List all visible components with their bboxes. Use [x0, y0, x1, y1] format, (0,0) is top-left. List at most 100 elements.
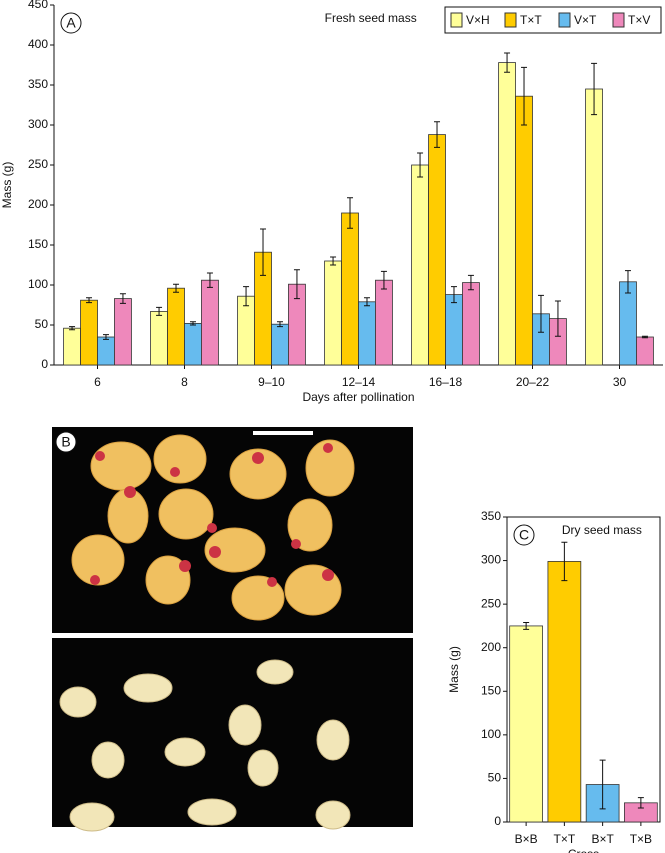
- legend-swatch: [504, 12, 517, 28]
- error-bar: [276, 321, 283, 328]
- y-tick-label: 100: [481, 727, 501, 741]
- error-bar: [434, 121, 441, 148]
- panel-label: C: [519, 527, 529, 543]
- error-bar: [293, 269, 300, 300]
- bar: [462, 282, 480, 366]
- y-tick-label: 0: [494, 814, 501, 828]
- legend-box: [444, 6, 662, 34]
- bar: [167, 287, 185, 366]
- error-bar: [624, 270, 631, 294]
- bar: [80, 299, 98, 366]
- error-bar: [637, 797, 644, 809]
- error-bar: [173, 283, 180, 293]
- y-axis-label: Mass (g): [0, 162, 14, 209]
- error-bar: [189, 321, 196, 326]
- bar: [184, 322, 202, 366]
- y-tick-label: 50: [488, 771, 502, 785]
- y-tick-label: 350: [481, 509, 501, 523]
- chart-title: Fresh seed mass: [325, 11, 417, 25]
- error-bar: [467, 274, 474, 291]
- error-bar: [554, 300, 561, 337]
- bar: [324, 260, 342, 366]
- x-tick-label: 16–18: [429, 375, 463, 389]
- error-bar: [363, 297, 370, 307]
- x-tick-label: T×T: [554, 832, 576, 846]
- y-tick-label: 400: [28, 37, 48, 51]
- panel-label: A: [66, 15, 76, 31]
- x-tick-label: B×T: [591, 832, 614, 846]
- y-tick-label: 200: [481, 640, 501, 654]
- x-axis-label: Cross: [568, 847, 599, 853]
- x-tick-label: 8: [181, 375, 188, 389]
- error-bar: [69, 326, 76, 331]
- y-tick-label: 300: [28, 117, 48, 131]
- error-bar: [591, 62, 598, 116]
- bar: [498, 62, 516, 366]
- legend-swatch: [450, 12, 463, 28]
- legend-label: T×V: [628, 13, 650, 27]
- x-tick-label: 20–22: [516, 375, 550, 389]
- x-axis-label: Days after pollination: [302, 390, 414, 404]
- x-tick-label: 30: [613, 375, 627, 389]
- bar: [150, 310, 168, 366]
- bar: [201, 279, 219, 366]
- y-tick-label: 150: [481, 683, 501, 697]
- y-tick-label: 450: [28, 0, 48, 11]
- error-bar: [561, 541, 568, 582]
- legend-swatch: [612, 12, 625, 28]
- bar: [619, 281, 637, 366]
- x-tick-label: 6: [94, 375, 101, 389]
- bar: [237, 295, 255, 366]
- error-bar: [206, 272, 213, 288]
- y-tick-label: 250: [28, 157, 48, 171]
- bar: [97, 336, 115, 366]
- error-bar: [504, 52, 511, 73]
- bar: [358, 301, 376, 366]
- bar: [636, 336, 654, 366]
- error-bar: [86, 297, 93, 304]
- bar: [271, 323, 289, 366]
- error-bar: [537, 294, 544, 333]
- error-bar: [380, 270, 387, 290]
- y-tick-label: 250: [481, 596, 501, 610]
- legend-label: T×T: [520, 13, 542, 27]
- error-bar: [417, 152, 424, 178]
- seed-tips: [90, 443, 334, 587]
- error-bar: [450, 286, 457, 304]
- y-tick-label: 350: [28, 77, 48, 91]
- y-tick-label: 50: [35, 317, 49, 331]
- bar: [411, 164, 429, 366]
- error-bar: [347, 197, 354, 229]
- x-tick-label: 9–10: [258, 375, 285, 389]
- bar: [341, 212, 359, 366]
- error-bar: [523, 621, 530, 630]
- legend-label: V×H: [466, 13, 490, 27]
- panel-label: B: [61, 434, 70, 450]
- x-tick-label: 12–14: [342, 375, 376, 389]
- error-bar: [156, 306, 163, 316]
- legend-swatch: [558, 12, 571, 28]
- legend-label: V×T: [574, 13, 597, 27]
- scale-bar: [253, 431, 313, 435]
- error-bar: [521, 66, 528, 126]
- bar: [509, 625, 543, 823]
- error-bar: [599, 759, 606, 810]
- dry-seeds: [59, 659, 351, 832]
- bar: [445, 294, 463, 366]
- photo-panel: B: [52, 427, 413, 832]
- error-bar: [102, 334, 109, 340]
- error-bar: [260, 228, 267, 276]
- y-axis-label: Mass (g): [447, 646, 461, 693]
- y-tick-label: 100: [28, 277, 48, 291]
- bar: [585, 88, 603, 366]
- panel-label-circle: [513, 524, 535, 546]
- x-tick-label: B×B: [515, 832, 538, 846]
- bar: [515, 95, 533, 366]
- bar: [114, 298, 132, 366]
- y-tick-label: 300: [481, 553, 501, 567]
- chart-title: Dry seed mass: [562, 523, 642, 537]
- bar: [375, 279, 393, 366]
- error-bar: [243, 286, 250, 307]
- bar: [547, 561, 582, 823]
